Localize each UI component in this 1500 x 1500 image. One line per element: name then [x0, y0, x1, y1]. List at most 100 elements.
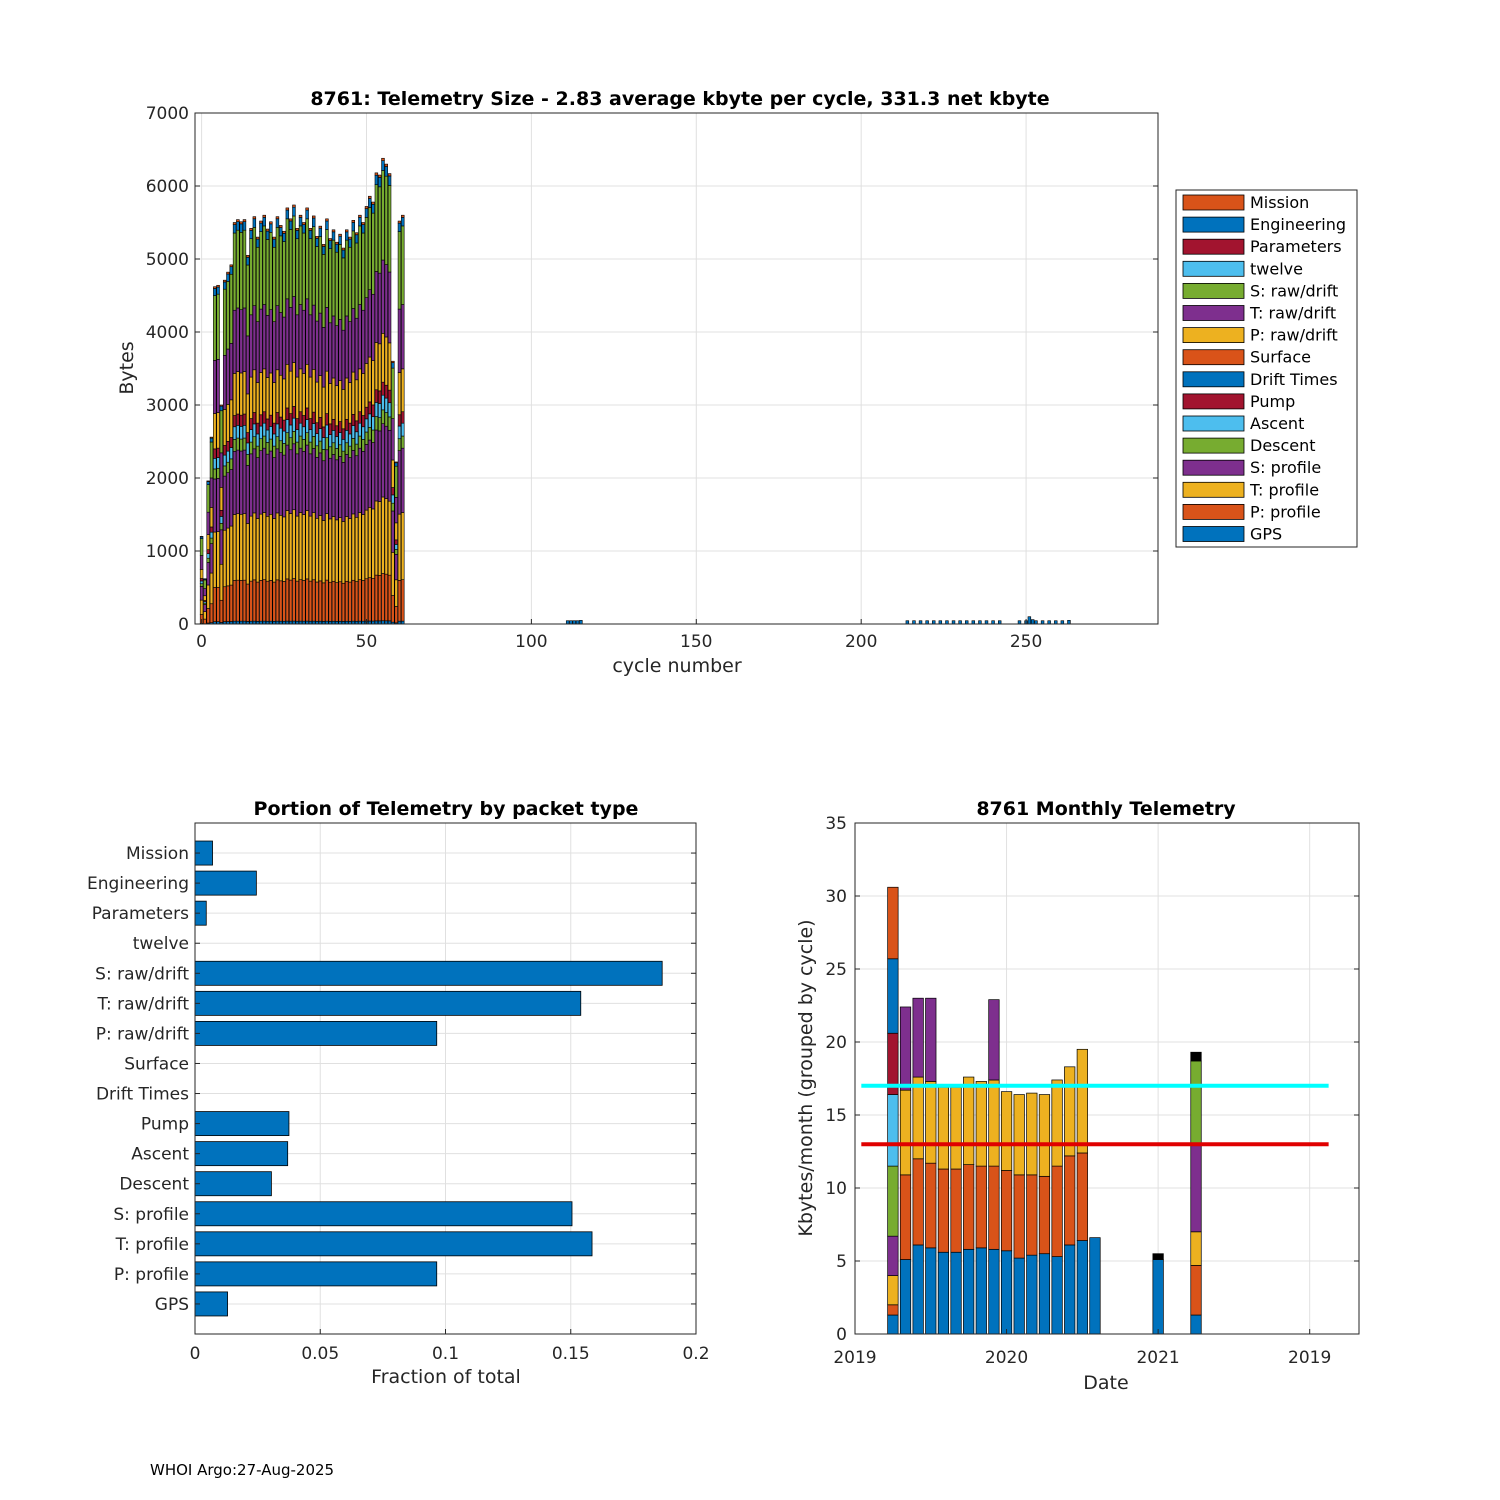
cycle-bar-segment [368, 195, 372, 199]
cycle-bar-segment [275, 512, 280, 581]
monthly-bar-segment [899, 1259, 912, 1335]
cycle-bar-segment [219, 509, 224, 517]
cycle-bar-segment [239, 450, 243, 515]
cycle-bar-segment [236, 513, 240, 581]
cycle-bar-segment [368, 427, 372, 441]
cycle-bar-segment [371, 212, 375, 295]
cycle-bar-segment [206, 511, 210, 536]
cycle-bar-segment [259, 450, 263, 515]
legend-swatch [1182, 503, 1245, 520]
monthly-bar-segment [975, 1165, 987, 1249]
cycle-bar-segment [209, 572, 214, 605]
cycle-bar-segment [387, 173, 392, 177]
cycle-bar-segment [315, 433, 319, 447]
category-label: Pump [141, 1115, 189, 1135]
cycle-bar-segment [292, 509, 296, 579]
cycle-bar-segment [348, 433, 352, 447]
cycle-bar-segment [345, 239, 349, 317]
cycle-bar-segment [328, 248, 332, 324]
cycle-bar-segment [232, 415, 237, 428]
cycle-bar-segment [358, 217, 362, 227]
cycle-bar-segment [206, 562, 210, 586]
category-label: P: raw/drift [96, 1024, 190, 1044]
monthly-bar-segment [1051, 1165, 1063, 1257]
cycle-bar-segment [265, 580, 270, 622]
cycle-bar-segment [302, 514, 306, 581]
cycle-bar-segment [325, 424, 329, 439]
cycle-bar-segment [216, 531, 220, 588]
cycle-bar-segment [381, 496, 385, 574]
cycle-bar-segment [325, 413, 329, 426]
cycle-bar-segment [335, 325, 339, 387]
cycle-bar-segment [246, 264, 250, 337]
cycle-bar-segment [279, 580, 283, 622]
cycle-bar-segment [269, 450, 273, 515]
cycle-bar-segment [377, 501, 382, 576]
cycle-bar-segment [209, 436, 214, 439]
cycle-bar-segment [275, 216, 280, 220]
cycle-bar-segment [358, 512, 362, 580]
legend-swatch [1182, 415, 1245, 432]
packet-bar [194, 1231, 593, 1257]
cycle-bar-segment [213, 288, 217, 296]
cycle-bar-segment [236, 437, 240, 451]
cycle-bar-segment [249, 515, 253, 582]
cycle-bar-segment [206, 549, 210, 555]
monthly-axes-box [854, 822, 1360, 1335]
cycle-bar-segment [321, 386, 326, 428]
cycle-bar-segment [269, 580, 273, 622]
cycle-bar-segment [259, 580, 263, 622]
monthly-bar-segment [937, 1168, 950, 1253]
cycle-bar-segment [325, 449, 329, 514]
cycle-bar-segment [318, 225, 323, 229]
cycle-bar-segment [298, 304, 303, 370]
category-label: Ascent [131, 1145, 189, 1165]
cycle-bar-segment [288, 437, 293, 451]
cycle-bar-segment [364, 431, 369, 445]
legend-label: Mission [1250, 193, 1309, 212]
monthly-bar-segment [988, 1248, 1000, 1335]
cycle-bar-segment [239, 223, 243, 233]
cycle-bar-segment [308, 376, 313, 419]
cycle-bar-segment [259, 220, 263, 224]
cycle-bar-segment [302, 426, 306, 440]
cycle-bar-segment [338, 244, 342, 320]
portion-title: Portion of Telemetry by packet type [254, 798, 639, 820]
cycle-bar-segment [255, 422, 260, 435]
cycle-bar-segment [206, 484, 210, 513]
cycle-bar-segment [345, 377, 349, 420]
cycle-bar-segment [203, 595, 207, 601]
cycle-bar-segment [364, 363, 369, 408]
cycle-bar-segment [318, 312, 323, 376]
cycle-bar-segment [364, 444, 369, 511]
cycle-bar-segment [387, 271, 392, 344]
cycle-bar-segment [279, 235, 283, 313]
cycle-bar-segment [213, 468, 217, 480]
cycle-bar-segment [325, 513, 329, 581]
cycle-bar-segment [279, 225, 283, 228]
cycle-bar-segment [397, 438, 402, 451]
cycle-bar-segment [288, 424, 293, 439]
cycle-bar-segment [279, 227, 283, 237]
cycle-bar-segment [239, 414, 243, 427]
cycle-bar-segment [292, 578, 296, 622]
monthly-bar-segment [912, 1076, 924, 1160]
cycle-bar-segment [249, 376, 253, 419]
cycle-bar-segment [345, 580, 349, 622]
cycle-bar-segment [387, 416, 392, 431]
cycle-bar-segment [312, 579, 316, 622]
portion-ticks: 0 0.05 0.1 0.15 0.2 Mission Engineering Paramet… [87, 844, 710, 1364]
cycle-bar-segment [279, 452, 283, 516]
cycle-bar-segment [246, 442, 250, 455]
cycle-bar-segment [354, 455, 359, 518]
cycle-bar-segment [377, 272, 382, 345]
cycle-bar-segment [292, 431, 296, 445]
cycle-bar-segment [265, 377, 270, 420]
cycle-bar-segment [387, 500, 392, 576]
monthly-bar-segment [1089, 1237, 1101, 1335]
cycle-bar-segment [328, 383, 332, 425]
cycle-bar-segment [222, 454, 227, 467]
monthly-bar-segment [1190, 1265, 1202, 1316]
x-tick-label: 0.1 [432, 1344, 459, 1364]
